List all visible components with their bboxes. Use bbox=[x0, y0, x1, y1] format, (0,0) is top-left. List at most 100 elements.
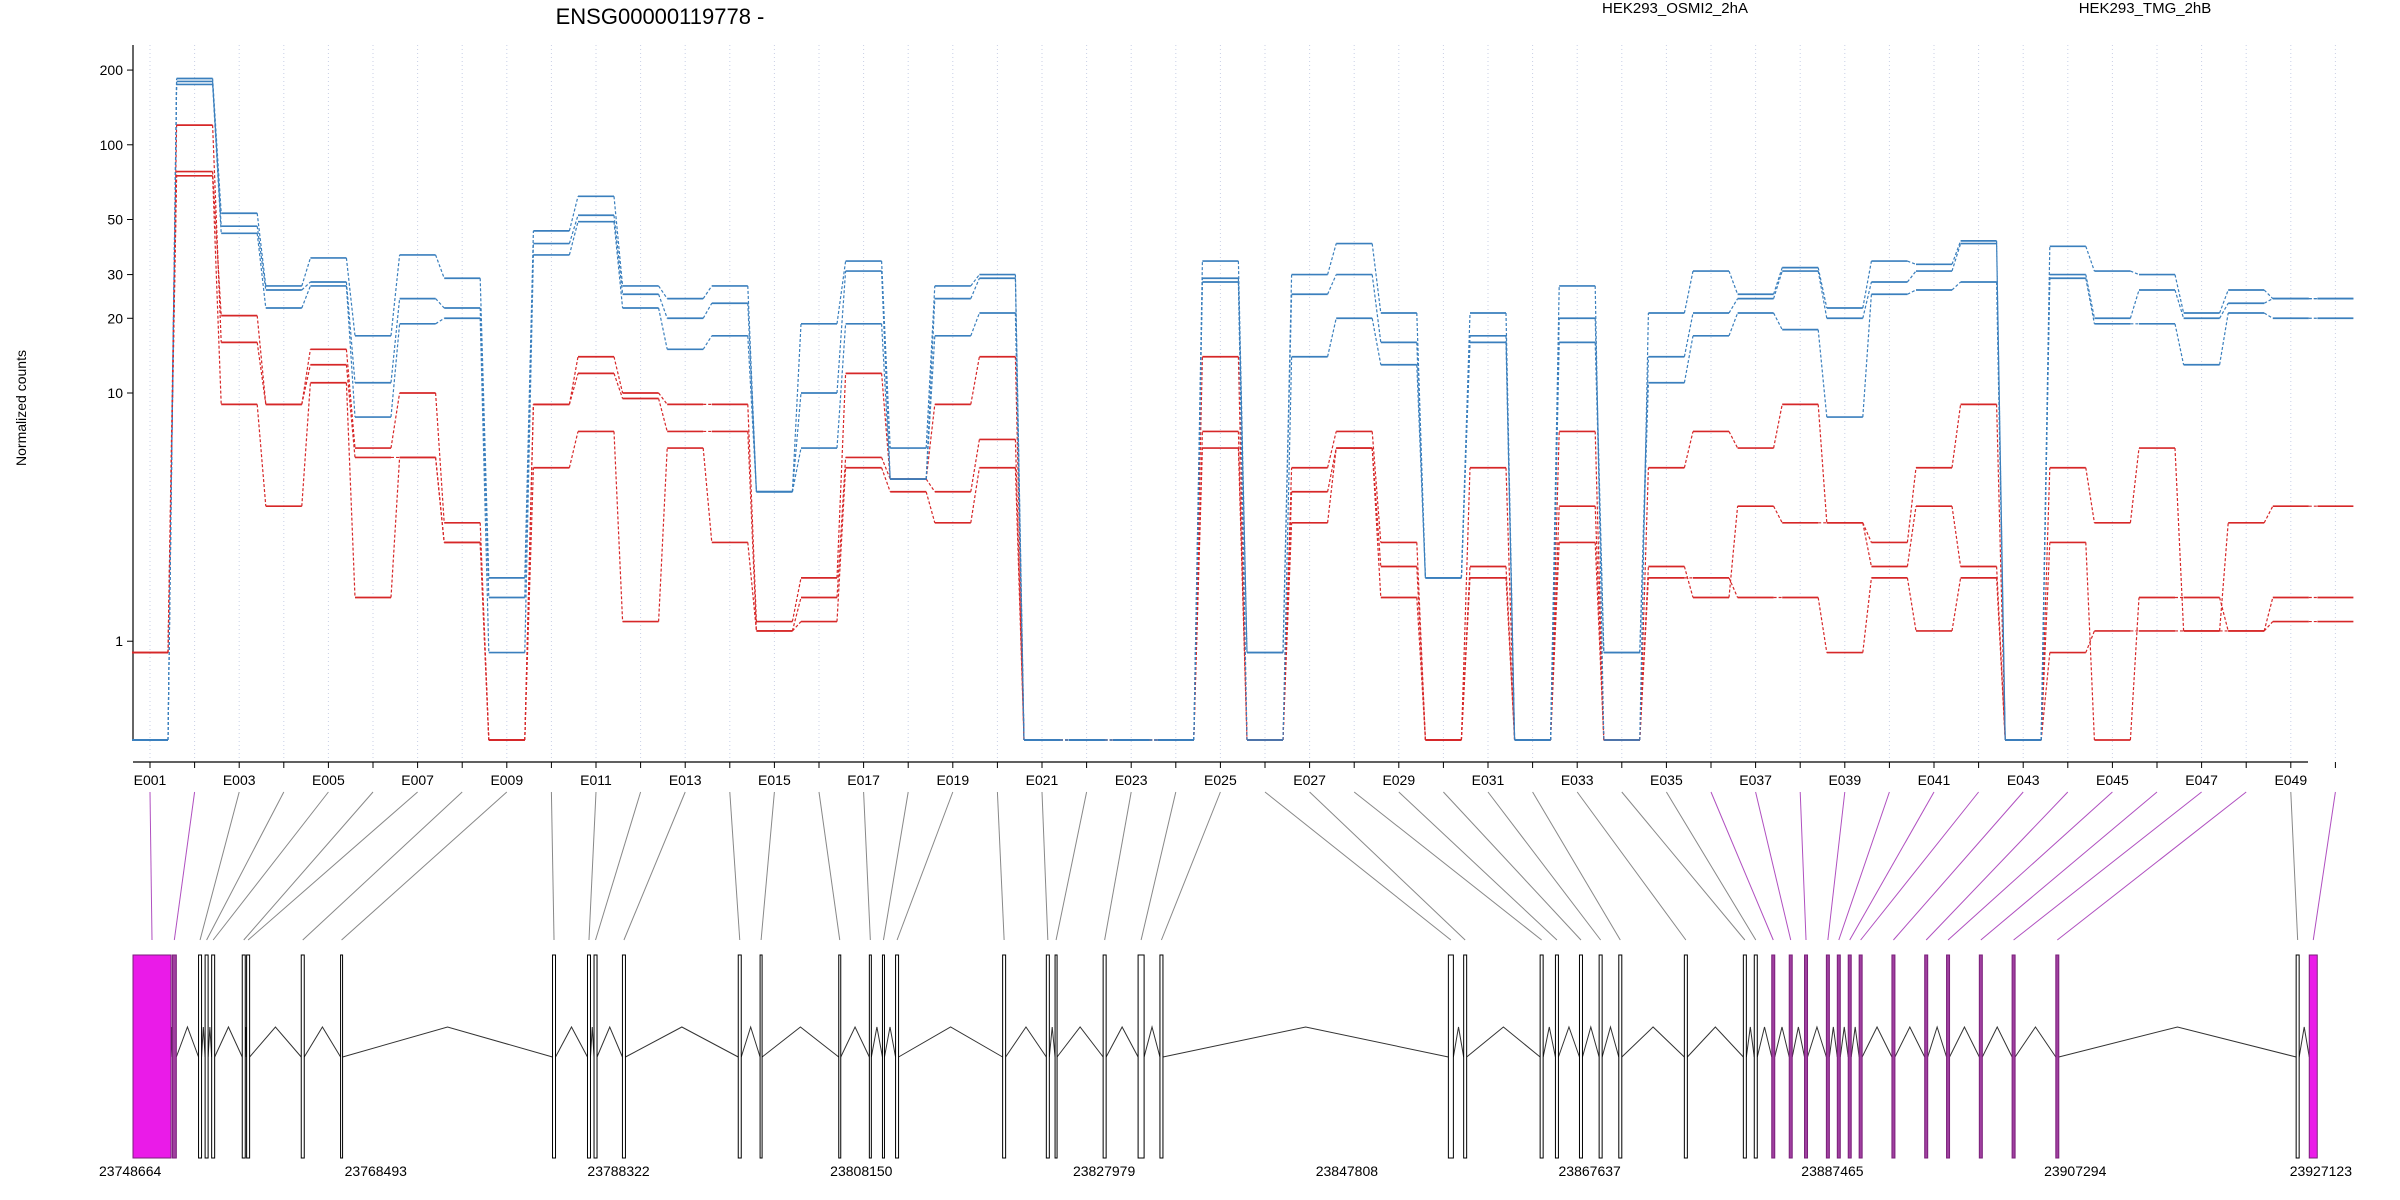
exon-connector-segment bbox=[1817, 270, 1828, 319]
exon-connector-segment bbox=[479, 307, 490, 598]
exon-connector-segment bbox=[2085, 246, 2095, 272]
exon-connector-segment bbox=[1996, 282, 2006, 741]
exon-box bbox=[2055, 954, 2060, 1159]
intron-line bbox=[1686, 1026, 1744, 1058]
exon-connector-segment bbox=[658, 398, 668, 432]
exon-connector-segment bbox=[1371, 243, 1382, 314]
intron-line bbox=[555, 1025, 588, 1058]
exon-box bbox=[241, 954, 246, 1159]
exon-connector-segment bbox=[1683, 335, 1694, 383]
exon-mapping-line bbox=[623, 791, 686, 941]
intron-line bbox=[2058, 1026, 2297, 1058]
exon-mapping-line bbox=[341, 791, 508, 941]
exon-box bbox=[759, 954, 763, 1159]
intron-line bbox=[1621, 1026, 1685, 1058]
intron-line bbox=[870, 1026, 883, 1058]
exon-connector-segment bbox=[345, 349, 356, 449]
exon-connector-segment bbox=[1862, 260, 1872, 309]
exon-connector-segment bbox=[1773, 505, 1783, 524]
exon-connector-segment bbox=[1327, 448, 1337, 523]
exon-connector-segment bbox=[1327, 431, 1337, 468]
exon-connector-segment bbox=[2129, 597, 2140, 741]
exon-mapping-line bbox=[206, 791, 285, 941]
exon-connector-segment bbox=[479, 542, 490, 741]
exon-connector-segment bbox=[2263, 298, 2274, 304]
exon-connector-segment bbox=[345, 285, 356, 418]
y-tick-label: 50 bbox=[107, 212, 123, 228]
exon-mapping-line bbox=[1104, 791, 1132, 941]
x-tick-label: E043 bbox=[2007, 772, 2040, 788]
exon-connector-segment bbox=[2263, 289, 2274, 300]
exon-box bbox=[1788, 954, 1793, 1159]
exon-box bbox=[198, 954, 203, 1159]
legend-entry-tmg: HEK293_TMG_2hB bbox=[2079, 0, 2212, 17]
exon-connector-segment bbox=[1951, 506, 1962, 567]
x-tick-label: E049 bbox=[2274, 772, 2307, 788]
intron-line bbox=[1861, 1025, 1893, 1058]
exon-mapping-line bbox=[1860, 791, 1979, 941]
exon-connector-segment bbox=[435, 317, 445, 325]
exon-connector-segment bbox=[2174, 274, 2185, 314]
intron-line bbox=[2298, 1026, 2310, 1058]
intron-line bbox=[1466, 1026, 1541, 1058]
exon-mapping-line bbox=[1893, 791, 2024, 941]
y-tick-label: 30 bbox=[107, 267, 123, 283]
exon-connector-segment bbox=[1505, 342, 1516, 741]
exon-connector-segment bbox=[2040, 278, 2051, 741]
genomic-coordinate-label: 23788322 bbox=[587, 1163, 650, 1179]
exon-box bbox=[1578, 954, 1583, 1159]
exon-connector-segment bbox=[1728, 312, 1739, 337]
intron-line bbox=[589, 1026, 595, 1058]
exon-connector-segment bbox=[390, 457, 401, 598]
exon-connector-segment bbox=[791, 447, 802, 492]
exon-connector-segment bbox=[301, 285, 311, 309]
y-tick-label: 100 bbox=[100, 137, 124, 153]
exon-connector-segment bbox=[836, 457, 847, 598]
exon-connector-segment bbox=[2040, 542, 2051, 741]
exon-mapping-line bbox=[1947, 791, 2113, 941]
x-tick-label: E031 bbox=[1472, 772, 1505, 788]
exon-connector-segment bbox=[435, 392, 445, 523]
exon-connector-segment bbox=[613, 215, 624, 295]
intron-line bbox=[1005, 1026, 1047, 1058]
exon-connector-segment bbox=[2129, 448, 2140, 523]
genomic-coordinate-label: 23927123 bbox=[2290, 1163, 2353, 1179]
series-osmi2-2 bbox=[132, 174, 2354, 741]
exon-box bbox=[340, 954, 344, 1159]
exon-box bbox=[1836, 954, 1841, 1159]
exon-connector-segment bbox=[613, 196, 624, 286]
intron-line bbox=[1807, 1025, 1827, 1058]
exon-connector-segment bbox=[970, 277, 980, 299]
exon-connector-segment bbox=[2219, 289, 2229, 314]
exon-connector-segment bbox=[2219, 312, 2229, 365]
exon-mapping-line bbox=[1838, 791, 1890, 941]
exon-box bbox=[552, 954, 557, 1159]
exon-connector-segment bbox=[791, 392, 802, 492]
exon-box bbox=[1683, 954, 1688, 1159]
exon-connector-segment bbox=[1460, 342, 1471, 578]
exon-connector-segment bbox=[435, 457, 445, 543]
x-tick-label: E005 bbox=[312, 772, 345, 788]
exon-connector-segment bbox=[435, 254, 445, 279]
exon-box bbox=[895, 954, 900, 1159]
exon-box bbox=[1891, 954, 1896, 1159]
intron-line bbox=[898, 1026, 1003, 1058]
exon-connector-segment bbox=[613, 221, 624, 309]
exon-connector-segment bbox=[212, 171, 222, 316]
exon-mapping-line bbox=[760, 791, 775, 941]
exon-connector-segment bbox=[1237, 278, 1248, 653]
exon-mapping-line bbox=[2056, 791, 2247, 941]
x-tick-label: E021 bbox=[1026, 772, 1059, 788]
intron-line bbox=[175, 1025, 200, 1058]
series-layer bbox=[132, 77, 2354, 741]
exon-connector-segment bbox=[301, 281, 311, 291]
exon-connector-segment bbox=[1906, 506, 1917, 567]
exon-connector-segment bbox=[1371, 274, 1382, 343]
exon-box bbox=[1825, 954, 1830, 1159]
exon-box bbox=[300, 954, 305, 1159]
genomic-coordinate-label: 23887465 bbox=[1801, 1163, 1864, 1179]
exon-connector-segment bbox=[1237, 448, 1248, 741]
exon-connector-segment bbox=[1639, 577, 1649, 741]
exon-connector-segment bbox=[1728, 298, 1739, 314]
intron-line bbox=[1894, 1025, 1926, 1058]
